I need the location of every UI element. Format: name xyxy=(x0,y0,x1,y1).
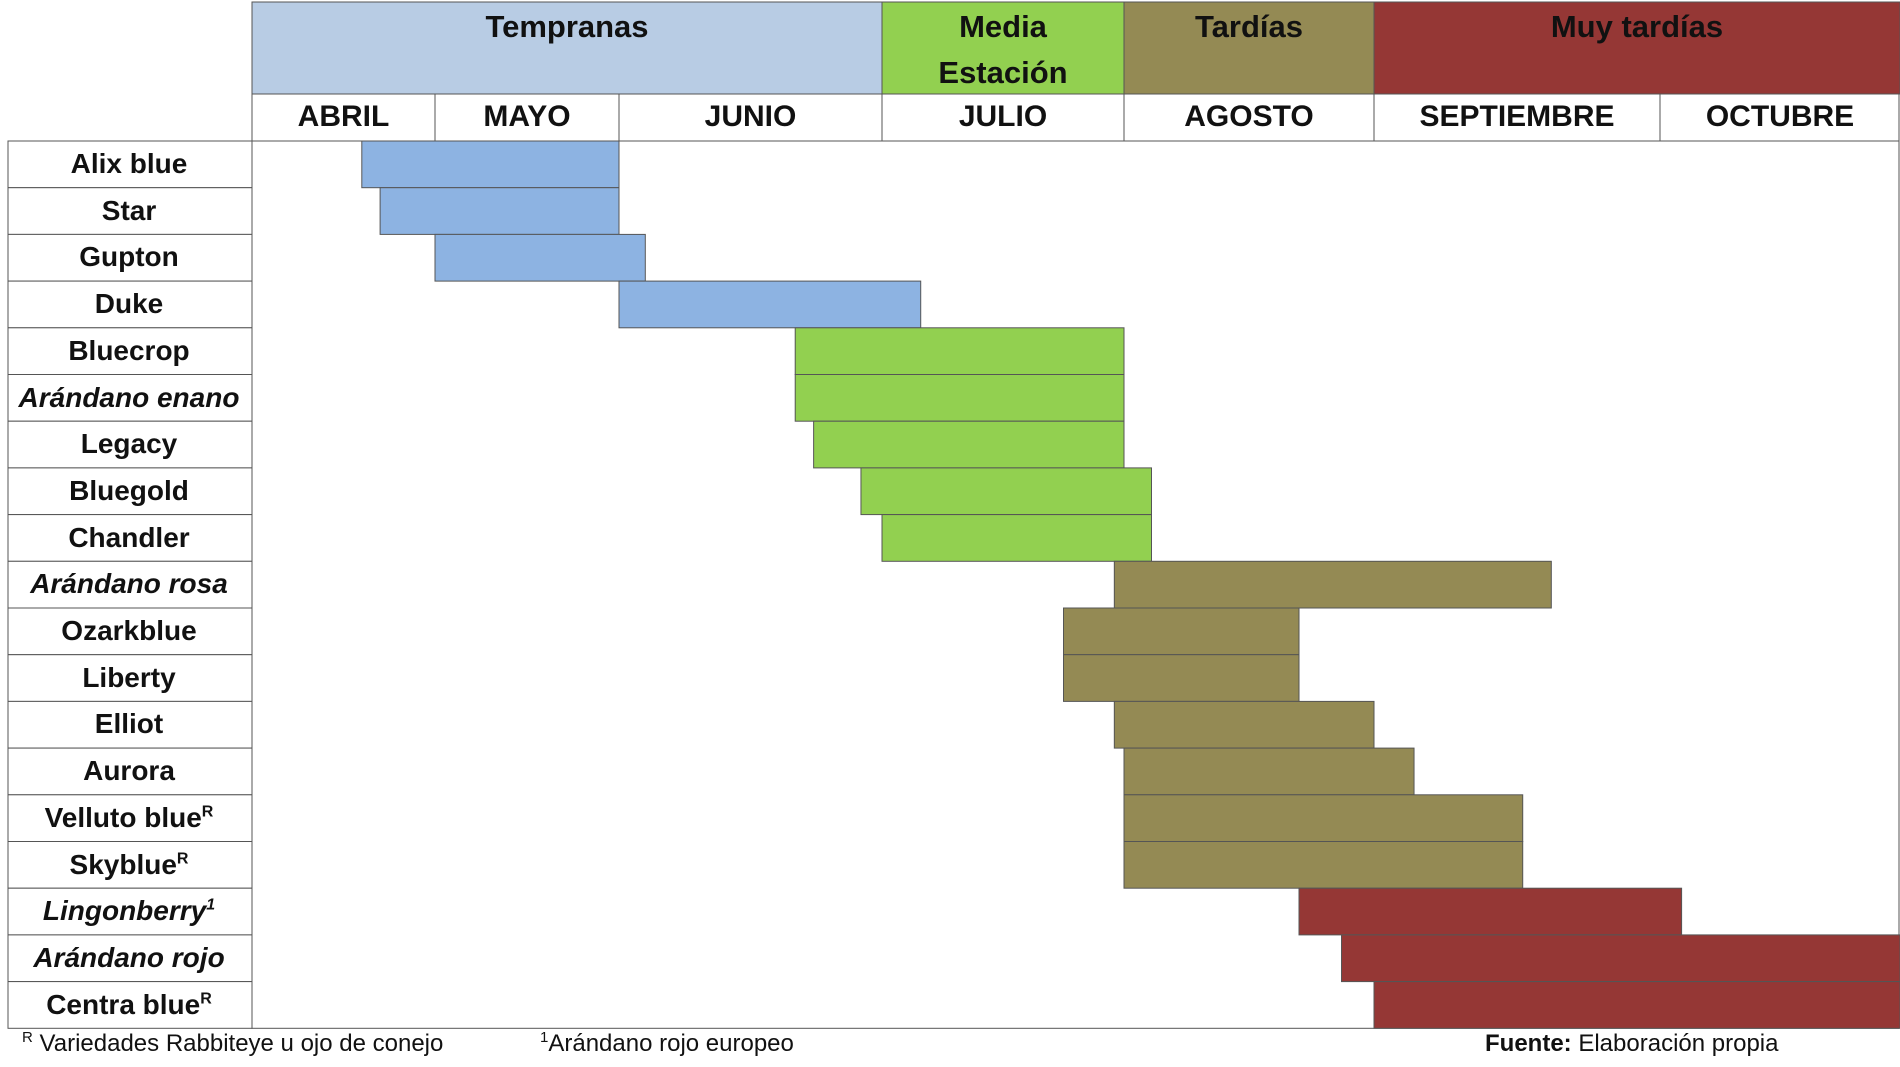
harvest-bar-skyblue xyxy=(1124,842,1523,889)
variety-label-arandano-rojo: Arándano rojo xyxy=(8,935,250,981)
variety-name: Alix blue xyxy=(71,148,188,179)
footnote-rabbiteye-sup: R xyxy=(22,1029,33,1046)
variety-label-chandler: Chandler xyxy=(8,515,250,561)
harvest-bar-legacy xyxy=(814,421,1124,468)
footnote-source-text: Elaboración propia xyxy=(1572,1030,1779,1057)
footnote-source-label: Fuente: xyxy=(1485,1030,1572,1057)
variety-superscript: R xyxy=(200,990,212,1007)
harvest-bar-bluecrop xyxy=(795,328,1124,375)
harvest-bar-ozarkblue xyxy=(1064,608,1300,655)
month-label-mayo: MAYO xyxy=(435,94,619,140)
footnote-rabbiteye-text: Variedades Rabbiteye u ojo de conejo xyxy=(33,1030,444,1057)
variety-label-lingonberry: Lingonberry1 xyxy=(8,888,250,934)
variety-superscript: 1 xyxy=(206,897,215,914)
harvest-bar-elliot xyxy=(1114,701,1374,748)
season-label-tempranas: Tempranas xyxy=(252,4,882,50)
season-label-tardias: Tardías xyxy=(1124,4,1374,50)
variety-name: Centra blue xyxy=(46,989,200,1020)
harvest-bar-arandano-enano xyxy=(795,375,1124,422)
variety-name: Chandler xyxy=(68,522,189,553)
variety-name: Gupton xyxy=(79,241,179,272)
harvest-bar-lingonberry xyxy=(1299,888,1682,935)
variety-label-skyblue: SkyblueR xyxy=(8,842,250,888)
variety-label-arandano-rosa: Arándano rosa xyxy=(8,561,250,607)
variety-name: Bluegold xyxy=(69,475,189,506)
variety-label-duke: Duke xyxy=(8,281,250,327)
month-label-julio: JULIO xyxy=(882,94,1124,140)
variety-name: Liberty xyxy=(82,662,175,693)
variety-name: Arándano enano xyxy=(19,382,240,413)
season-label-line: Tempranas xyxy=(252,4,882,50)
variety-name: Arándano rojo xyxy=(33,942,224,973)
variety-label-legacy: Legacy xyxy=(8,421,250,467)
season-label-line: Estación xyxy=(882,50,1124,96)
variety-label-liberty: Liberty xyxy=(8,655,250,701)
variety-superscript: R xyxy=(177,850,189,867)
variety-name: Ozarkblue xyxy=(61,615,196,646)
harvest-bar-aurora xyxy=(1124,748,1414,795)
month-label-octubre: OCTUBRE xyxy=(1660,94,1900,140)
season-label-line: Muy tardías xyxy=(1374,4,1900,50)
footnote-lingonberry: 1Arándano rojo europeo xyxy=(540,1030,794,1058)
harvest-bar-alix-blue xyxy=(362,141,619,188)
variety-label-alix-blue: Alix blue xyxy=(8,141,250,187)
month-label-agosto: AGOSTO xyxy=(1124,94,1374,140)
harvest-bar-arandano-rosa xyxy=(1114,561,1551,608)
harvest-bar-duke xyxy=(619,281,921,328)
variety-name: Aurora xyxy=(83,755,175,786)
variety-label-aurora: Aurora xyxy=(8,748,250,794)
footnote-source: Fuente: Elaboración propia xyxy=(1485,1030,1778,1058)
footnote-lingonberry-text: Arándano rojo europeo xyxy=(548,1030,794,1057)
variety-label-elliot: Elliot xyxy=(8,701,250,747)
variety-name: Lingonberry xyxy=(43,895,206,926)
variety-label-arandano-enano: Arándano enano xyxy=(8,375,250,421)
footnote-rabbiteye: R Variedades Rabbiteye u ojo de conejo xyxy=(22,1030,443,1058)
variety-name: Bluecrop xyxy=(68,335,189,366)
season-label-muy-tardias: Muy tardías xyxy=(1374,4,1900,50)
harvest-bar-gupton xyxy=(435,234,645,281)
season-label-line: Tardías xyxy=(1124,4,1374,50)
variety-name: Elliot xyxy=(95,708,163,739)
harvest-bar-centra-blue xyxy=(1374,982,1900,1029)
variety-superscript: R xyxy=(202,803,214,820)
harvest-bar-chandler xyxy=(882,515,1152,562)
harvest-bar-arandano-rojo xyxy=(1342,935,1900,982)
variety-name: Arándano rosa xyxy=(30,568,228,599)
month-label-junio: JUNIO xyxy=(619,94,882,140)
variety-label-centra-blue: Centra blueR xyxy=(8,982,250,1028)
variety-label-ozarkblue: Ozarkblue xyxy=(8,608,250,654)
variety-label-gupton: Gupton xyxy=(8,234,250,280)
variety-name: Duke xyxy=(95,288,163,319)
variety-label-bluegold: Bluegold xyxy=(8,468,250,514)
variety-name: Star xyxy=(102,195,156,226)
harvest-bar-bluegold xyxy=(861,468,1152,515)
harvest-bar-velluto-blue xyxy=(1124,795,1523,842)
variety-label-bluecrop: Bluecrop xyxy=(8,328,250,374)
variety-label-velluto-blue: Velluto blueR xyxy=(8,795,250,841)
month-label-abril: ABRIL xyxy=(252,94,435,140)
variety-name: Legacy xyxy=(81,428,178,459)
month-label-septiembre: SEPTIEMBRE xyxy=(1374,94,1660,140)
variety-name: Skyblue xyxy=(70,849,177,880)
season-label-line: Media xyxy=(882,4,1124,50)
harvest-bar-liberty xyxy=(1064,655,1300,702)
variety-name: Velluto blue xyxy=(45,802,202,833)
variety-label-star: Star xyxy=(8,188,250,234)
harvest-bar-star xyxy=(380,188,619,235)
